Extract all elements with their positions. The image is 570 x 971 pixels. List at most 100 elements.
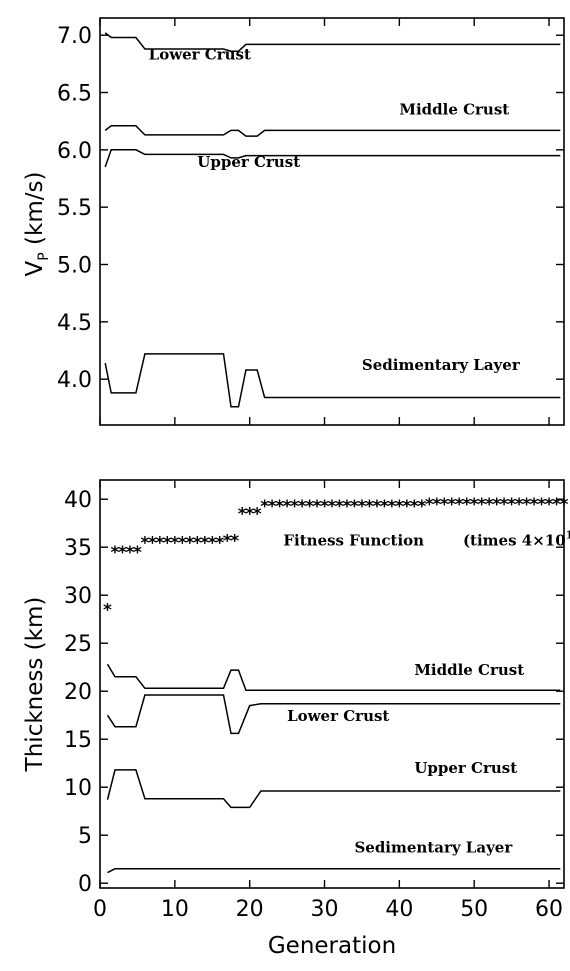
thickness-panel: 0 10 20 30 40 50 60 0 5 10 15 20 25 30 35 40 Middle Cru… (22, 479, 570, 959)
fitness-point: * (455, 495, 464, 515)
fitness-point: * (387, 497, 396, 517)
velocity-panel: 4.0 4.5 5.0 5.5 6.0 6.5 7.0 Lower Crust Middle … (22, 17, 565, 426)
velocity-y-tick-label: 4.0 (57, 368, 92, 393)
fitness-point: * (515, 495, 524, 515)
fitness-point: * (170, 534, 179, 554)
thickness-y-tick-label: 35 (64, 536, 92, 561)
thickness-x-tick-label: 40 (385, 897, 413, 922)
thickness-y-tick-label: 0 (78, 872, 92, 897)
thickness-y-tick-label: 10 (64, 776, 92, 801)
fitness-point: * (537, 495, 546, 515)
fitness-point: * (238, 505, 247, 525)
fitness-point: * (140, 534, 149, 554)
thickness-x-tick-label: 10 (161, 897, 189, 922)
fitness-point: * (350, 497, 359, 517)
fitness-point: * (380, 497, 389, 517)
thickness-lower-crust-line (106, 694, 561, 735)
fitness-point: * (313, 497, 322, 517)
fitness-point: * (223, 532, 232, 552)
fitness-point: * (185, 534, 194, 554)
fitness-point: * (133, 543, 142, 563)
fitness-function-label: Fitness Function (283, 531, 424, 549)
fitness-point: * (320, 497, 329, 517)
velocity-y-tick-label: 4.5 (57, 311, 92, 336)
fitness-point: * (305, 497, 314, 517)
velocity-y-tick-label: 6.5 (57, 82, 92, 107)
fitness-function-series: ****************************************… (103, 495, 570, 621)
velocity-lower-crust-label: Lower Crust (149, 45, 251, 63)
fitness-point: * (560, 495, 569, 515)
thickness-y-tick-label: 30 (64, 584, 92, 609)
velocity-y-tick-label: 5.5 (57, 196, 92, 221)
fitness-point: * (357, 497, 366, 517)
fitness-point: * (230, 532, 239, 552)
thickness-lower-crust-label: Lower Crust (287, 707, 389, 725)
fitness-point: * (492, 495, 501, 515)
thickness-x-tick-label: 50 (460, 897, 488, 922)
fitness-point: * (155, 534, 164, 554)
fitness-point: * (253, 505, 262, 525)
generation-x-axis-title: Generation (268, 933, 396, 959)
thickness-sedimentary-layer-line (107, 868, 561, 874)
thickness-y-tick-label: 5 (78, 824, 92, 849)
fitness-point: * (208, 534, 217, 554)
velocity-axis-ticks: 4.0 4.5 5.0 5.5 6.0 6.5 7.0 (57, 18, 564, 425)
fitness-point: * (328, 497, 337, 517)
fitness-point: * (545, 495, 554, 515)
fitness-point: * (260, 497, 269, 517)
thickness-y-tick-label: 20 (64, 680, 92, 705)
fitness-point: * (402, 497, 411, 517)
thickness-plot-frame (99, 479, 565, 889)
velocity-middle-crust-line (104, 125, 561, 137)
thickness-y-tick-label: 15 (64, 728, 92, 753)
fitness-point: * (477, 495, 486, 515)
fitness-point: * (522, 495, 531, 515)
fitness-point: * (462, 495, 471, 515)
velocity-y-tick-label: 7.0 (57, 24, 92, 49)
fitness-point: * (500, 495, 509, 515)
thickness-y-tick-label: 40 (64, 488, 92, 513)
fitness-point: * (125, 543, 134, 563)
fitness-point: * (432, 495, 441, 515)
thickness-x-tick-label: 0 (93, 897, 107, 922)
fitness-point: * (507, 495, 516, 515)
fitness-point: * (118, 543, 127, 563)
fitness-point: * (417, 497, 426, 517)
fitness-point: * (163, 534, 172, 554)
fitness-point: * (215, 534, 224, 554)
fitness-point: * (245, 505, 254, 525)
velocity-lower-crust-line (104, 32, 561, 52)
fitness-point: * (395, 497, 404, 517)
fitness-point: * (470, 495, 479, 515)
thickness-sedimentary-layer-label: Sedimentary Layer (354, 838, 513, 856)
fitness-point: * (335, 497, 344, 517)
fitness-point: * (275, 497, 284, 517)
velocity-plot-frame (99, 17, 565, 426)
fitness-point: * (103, 601, 112, 621)
thickness-x-tick-label: 30 (311, 897, 339, 922)
thickness-y-tick-label: 25 (64, 632, 92, 657)
thickness-middle-crust-line (106, 663, 561, 691)
fitness-point: * (447, 495, 456, 515)
thickness-x-tick-label: 20 (236, 897, 264, 922)
fitness-point: * (440, 495, 449, 515)
velocity-y-axis-title: VP (km/s) (22, 172, 52, 277)
thickness-series: Middle Crust Lower Crust Upper Crust Sedime… (106, 661, 561, 874)
fitness-point: * (410, 497, 419, 517)
fitness-point: * (552, 495, 561, 515)
fitness-point: * (298, 497, 307, 517)
fitness-point: * (268, 497, 277, 517)
fitness-point: * (283, 497, 292, 517)
velocity-middle-crust-label: Middle Crust (399, 100, 509, 118)
thickness-upper-crust-line (106, 769, 561, 809)
thickness-y-axis-title: Thickness (km) (22, 597, 48, 773)
fitness-point: * (365, 497, 374, 517)
thickness-middle-crust-label: Middle Crust (414, 661, 524, 679)
fitness-point: * (530, 495, 539, 515)
fitness-point: * (290, 497, 299, 517)
velocity-sedimentary-layer-label: Sedimentary Layer (362, 356, 521, 374)
fitness-point: * (343, 497, 352, 517)
fitness-point: * (111, 543, 120, 563)
velocity-upper-crust-label: Upper Crust (197, 153, 300, 171)
